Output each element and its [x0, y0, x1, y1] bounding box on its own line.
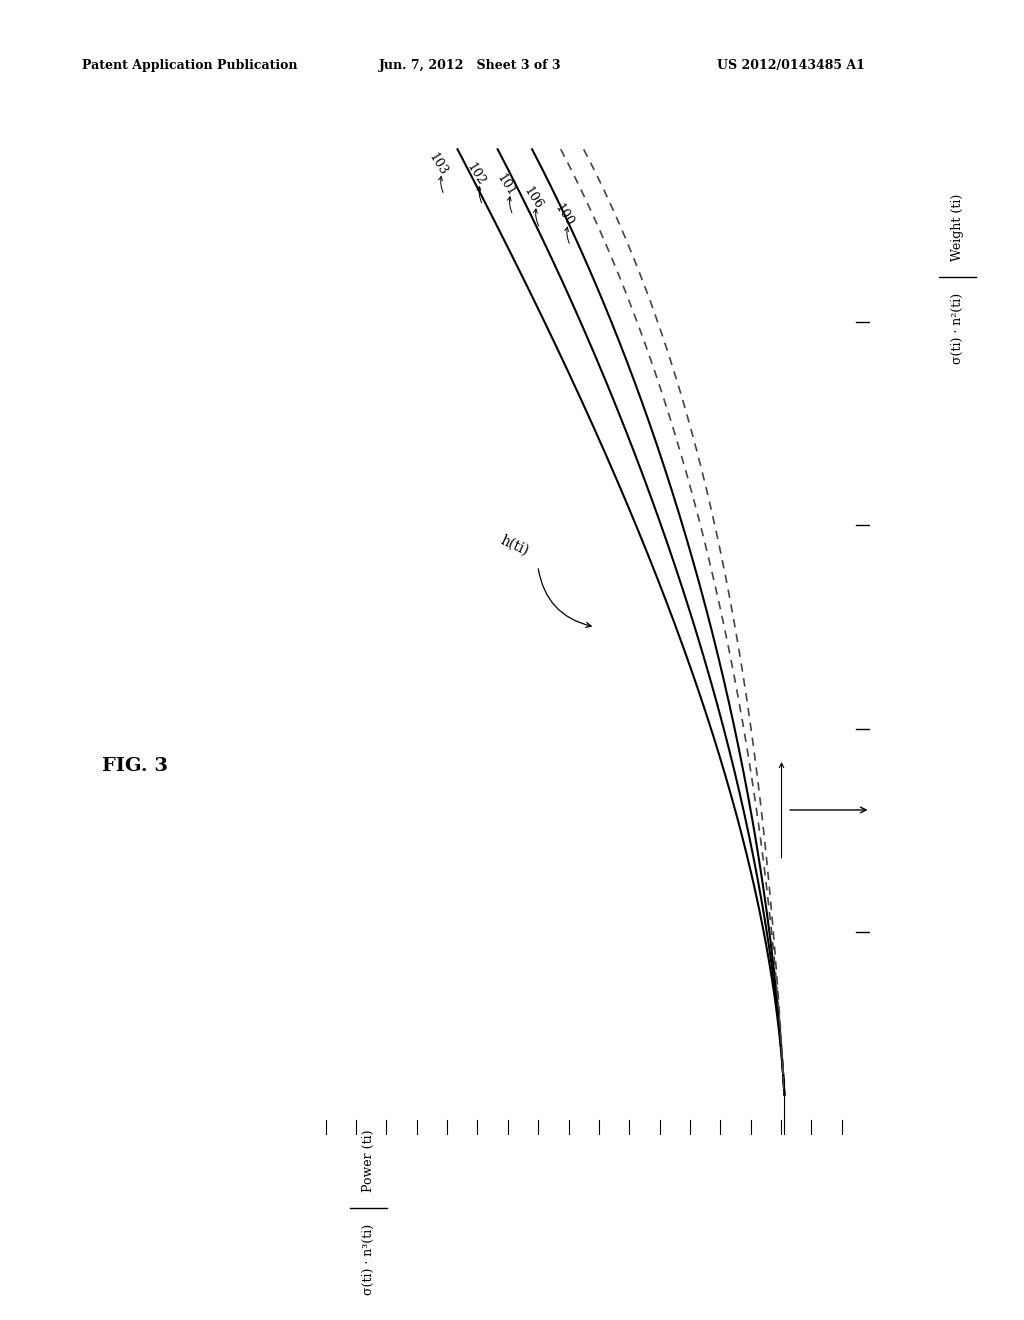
Text: Patent Application Publication: Patent Application Publication — [82, 59, 297, 73]
Text: 106: 106 — [521, 185, 545, 211]
Text: 101: 101 — [495, 172, 518, 198]
Text: Weight (ti): Weight (ti) — [951, 194, 964, 261]
Text: US 2012/0143485 A1: US 2012/0143485 A1 — [717, 59, 864, 73]
Text: FIG. 3: FIG. 3 — [102, 756, 168, 775]
Text: Jun. 7, 2012   Sheet 3 of 3: Jun. 7, 2012 Sheet 3 of 3 — [379, 59, 561, 73]
Text: σ(ti) · n³(ti): σ(ti) · n³(ti) — [362, 1224, 375, 1295]
Text: σ(ti) · n²(ti): σ(ti) · n²(ti) — [951, 293, 964, 364]
Text: Power (ti): Power (ti) — [362, 1130, 375, 1192]
Text: 102: 102 — [464, 161, 487, 189]
Text: 100: 100 — [552, 202, 575, 228]
Text: h(ti): h(ti) — [499, 533, 531, 558]
Text: 103: 103 — [426, 150, 450, 178]
